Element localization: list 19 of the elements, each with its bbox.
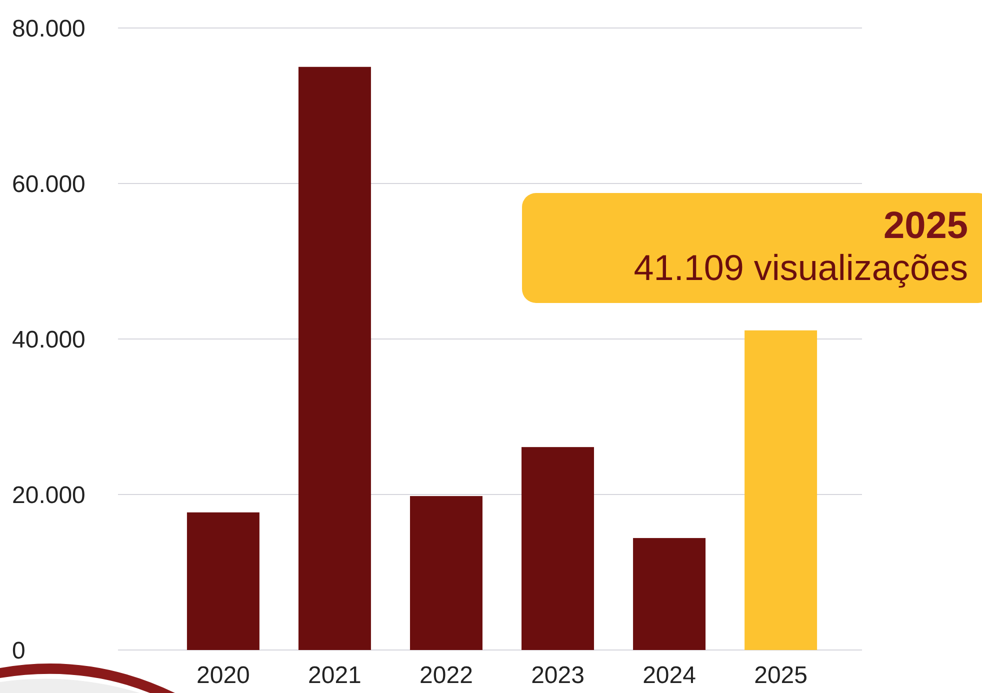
bar	[298, 66, 371, 650]
annotation: 41.109 visualizações	[634, 247, 968, 288]
x-tick-label: 2021	[308, 662, 362, 689]
x-tick-label: 2020	[196, 662, 250, 689]
bar	[186, 512, 260, 650]
y-tick-label: 80.000	[12, 15, 86, 42]
bar	[522, 447, 594, 650]
y-tick-label: 40.000	[12, 326, 86, 354]
bar	[410, 496, 482, 650]
bar	[633, 538, 706, 650]
bar	[744, 330, 818, 650]
x-tick-label: 2023	[531, 662, 584, 689]
x-tick-label: 2025	[754, 662, 808, 689]
y-tick-label: 20.000	[12, 482, 86, 509]
y-tick-label: 0	[12, 637, 26, 664]
y-tick-label: 60.000	[12, 170, 86, 198]
x-tick-label: 2022	[420, 662, 473, 689]
text: 2025	[883, 205, 968, 247]
x-tick-label: 2024	[642, 662, 696, 689]
